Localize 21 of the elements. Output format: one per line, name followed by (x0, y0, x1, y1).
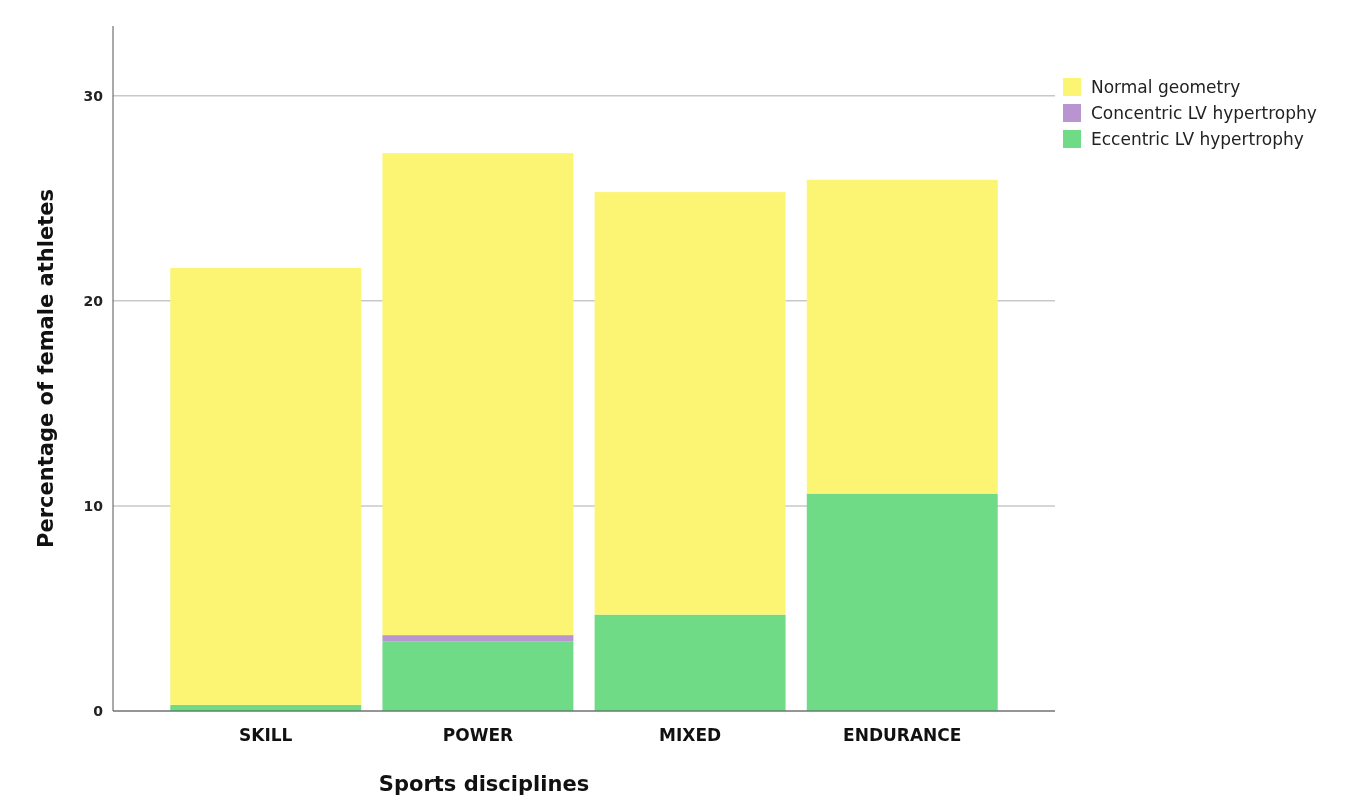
y-tick-label: 30 (83, 87, 104, 104)
legend-label: Concentric LV hypertrophy (1091, 102, 1317, 123)
y-axis-title: Percentage of female athletes (34, 189, 58, 548)
x-tick-label: SKILL (239, 725, 293, 745)
bar (382, 635, 574, 642)
x-tick-label: POWER (442, 725, 514, 745)
bar (594, 192, 786, 615)
bar (806, 493, 998, 711)
y-tick-label: 20 (83, 292, 104, 309)
x-tick-label: MIXED (659, 725, 722, 745)
y-tick-label: 10 (83, 497, 104, 514)
x-tick-label: ENDURANCE (843, 725, 962, 745)
bar (806, 179, 998, 494)
bar (382, 641, 574, 711)
x-axis-title: Sports disciplines (378, 772, 590, 796)
bar (594, 614, 786, 711)
legend-label: Normal geometry (1091, 76, 1241, 97)
legend-label: Eccentric LV hypertrophy (1091, 128, 1304, 149)
y-tick-label: 0 (93, 702, 104, 719)
bar (382, 153, 574, 636)
bar (170, 268, 362, 705)
